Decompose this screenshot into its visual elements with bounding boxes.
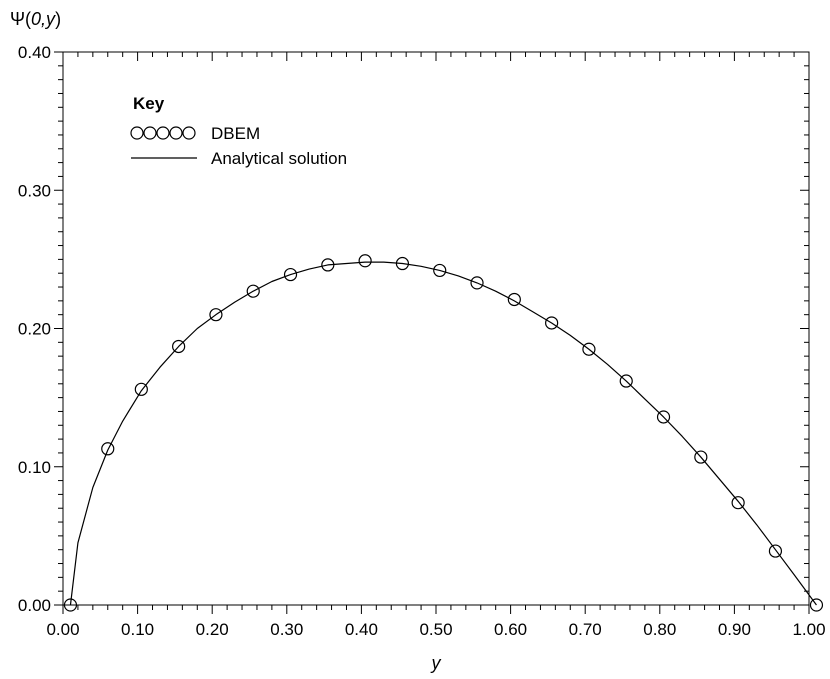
dbem-point (63, 598, 78, 612)
legend: Key DBEM Analytical solution (130, 94, 347, 168)
legend-dbem-circle (182, 126, 196, 140)
x-tick-label: 0.20 (196, 620, 229, 639)
dbem-point (768, 544, 783, 558)
y-tick-label: 0.30 (18, 181, 51, 200)
x-tick-label: 0.10 (121, 620, 154, 639)
dbem-point (619, 374, 633, 388)
dbem-point (470, 276, 484, 290)
dbem-point (582, 342, 596, 356)
x-axis: 0.00 0.10 0.20 0.30 0.40 0.50 0.60 0.70 0.80 0.90… (46, 52, 826, 639)
legend-dbem-marker (130, 126, 196, 140)
x-tick-label: 0.90 (718, 620, 751, 639)
dbem-point (358, 254, 372, 268)
legend-analytical-label: Analytical solution (211, 149, 347, 168)
x-tick-label: 0.50 (419, 620, 452, 639)
dbem-point (134, 382, 148, 396)
dbem-point (172, 339, 186, 354)
legend-dbem-circle (169, 126, 183, 140)
x-tick-label: 0.80 (643, 620, 676, 639)
dbem-point (246, 284, 260, 298)
y-tick-label: 0.40 (18, 43, 51, 62)
x-tick-label: 0.30 (270, 620, 303, 639)
x-tick-label: 0.70 (569, 620, 602, 639)
dbem-point (731, 496, 745, 510)
dbem-point (321, 258, 335, 272)
y-tick-label: 0.00 (18, 596, 51, 615)
legend-dbem-label: DBEM (211, 124, 260, 143)
legend-dbem-circle (143, 126, 157, 140)
dbem-point (656, 410, 671, 424)
y-axis-title-prefix: Ψ( (10, 9, 31, 29)
y-axis-title: Ψ(0,y) (10, 9, 61, 29)
x-tick-label: 0.00 (46, 620, 79, 639)
plot-frame (62, 51, 810, 606)
dbem-point (101, 442, 115, 456)
legend-dbem-circle (156, 126, 170, 140)
y-tick-label: 0.20 (18, 320, 51, 339)
dbem-point (433, 263, 447, 278)
x-tick-label: 0.60 (494, 620, 527, 639)
series-layer (63, 254, 824, 612)
dbem-point (395, 256, 410, 271)
x-axis-title: y (430, 653, 442, 673)
y-tick-label: 0.10 (18, 458, 51, 477)
dbem-point (283, 267, 298, 282)
x-tick-label: 0.40 (345, 620, 378, 639)
y-axis-title-suffix: ) (55, 9, 61, 29)
legend-dbem-circle (130, 126, 144, 140)
dbem-point (507, 292, 521, 307)
y-axis: 0.00 0.10 0.20 0.30 0.40 (18, 43, 809, 615)
y-axis-title-args: 0,y (31, 9, 56, 29)
dbem-point (209, 308, 223, 322)
x-tick-label: 1.00 (792, 620, 825, 639)
dbem-point (545, 316, 559, 330)
series-line-analytical-solution (69, 261, 817, 606)
dbem-point (694, 450, 708, 464)
dbem-point (809, 598, 824, 612)
legend-title: Key (133, 94, 165, 113)
